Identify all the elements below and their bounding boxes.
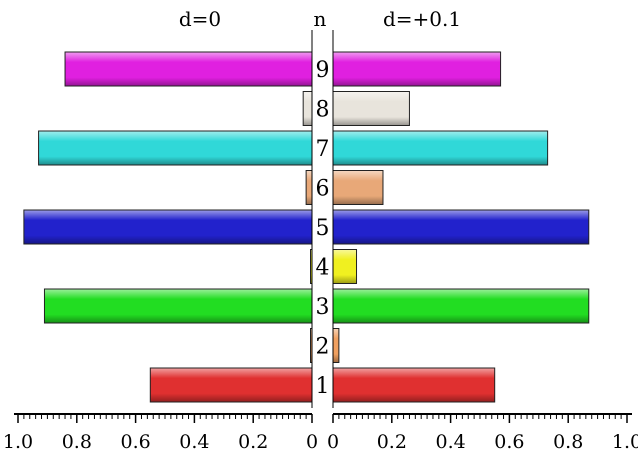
category-label-1: 1: [316, 374, 330, 399]
category-label-8: 8: [316, 98, 330, 123]
category-labels: 1 2 3 4 5 6 7 8 9: [316, 58, 330, 399]
bar-right-n5: [332, 209, 590, 245]
bar-left-n8: [302, 91, 313, 126]
category-label-5: 5: [316, 216, 330, 241]
left-tick-label: 0.6: [120, 431, 150, 453]
bar-left-n6: [305, 170, 313, 205]
bars-right-panel: [332, 51, 590, 403]
right-tick-label: 0.8: [553, 431, 583, 453]
category-label-9: 9: [316, 58, 330, 83]
right-panel-title: d=+0.1: [383, 7, 461, 31]
left-tick-label: 0.2: [238, 431, 268, 453]
center-label: n: [314, 7, 327, 31]
bar-right-n7: [332, 130, 549, 166]
category-label-2: 2: [316, 335, 330, 360]
bar-right-n4: [332, 249, 358, 284]
left-tick-label: 0.4: [179, 431, 209, 453]
bar-left-n5: [23, 209, 313, 245]
right-tick-label: 0.2: [377, 431, 407, 453]
x-axes: 1.0 0.8 0.6 0.4 0.2 0 0 0.2 0.4 0.6 0.8 1.0: [3, 413, 638, 453]
bar-left-n1: [149, 367, 313, 403]
category-label-6: 6: [316, 177, 330, 202]
left-tick-label: 1.0: [3, 431, 33, 453]
left-panel-title: d=0: [179, 7, 221, 31]
category-label-4: 4: [316, 256, 330, 281]
right-tick-label: 0.4: [435, 431, 465, 453]
bar-right-n8: [332, 91, 410, 126]
bar-right-n6: [332, 170, 384, 205]
right-tick-label: 1.0: [612, 431, 638, 453]
bar-left-n7: [38, 130, 313, 166]
left-tick-label: 0.8: [62, 431, 92, 453]
category-label-7: 7: [316, 137, 330, 162]
bar-left-n3: [43, 288, 313, 324]
left-tick-label: 0: [306, 431, 318, 453]
right-tick-label: 0.6: [494, 431, 524, 453]
bar-right-n1: [332, 367, 496, 403]
bars-left-panel: [23, 51, 313, 403]
category-label-3: 3: [316, 295, 330, 320]
center-divider: [312, 30, 333, 408]
bar-right-n2: [332, 328, 340, 363]
bar-right-n3: [332, 288, 590, 324]
right-tick-label: 0: [327, 431, 339, 453]
bar-left-n9: [64, 51, 313, 87]
bar-right-n9: [332, 51, 502, 87]
